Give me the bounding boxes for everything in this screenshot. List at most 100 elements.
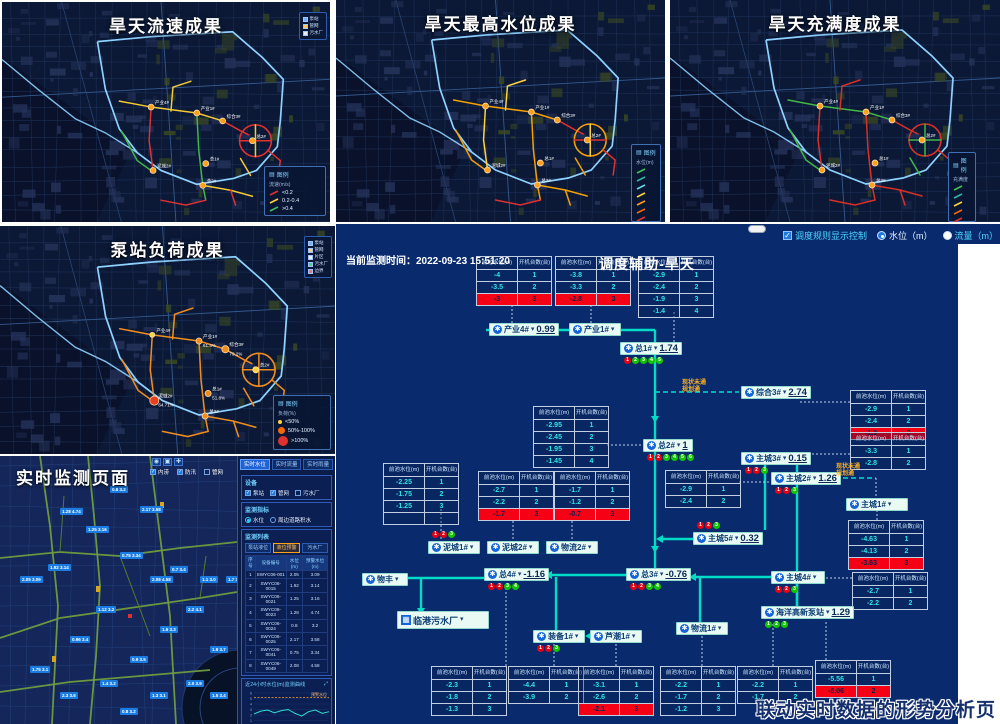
layer-toggle[interactable]: 污水厂 <box>307 261 328 267</box>
radio-flow[interactable]: 流量（m） <box>942 229 998 242</box>
map-station-marker[interactable]: 泥城2# <box>149 163 171 174</box>
tab-实时雨量[interactable]: 实时雨量 <box>303 459 334 470</box>
map-station-marker[interactable]: 泥城2# 64.71% <box>149 392 174 408</box>
pump-node-总3#[interactable]: ✱ 总3# ▾ -0.76 <box>626 568 692 581</box>
map-station-marker[interactable]: 产业1# <box>528 104 550 116</box>
water-level-chip[interactable]: 1.12 3.2 <box>96 606 117 613</box>
pump-node-产业1#[interactable]: ✱ 产业1# ▾ <box>569 323 621 336</box>
checkbox-icon[interactable]: ✓ <box>150 469 156 475</box>
map-station-marker[interactable]: 总1# <box>871 155 889 167</box>
pump-node-主城2#[interactable]: ✱ 主城2# ▾ 1.26 <box>771 472 841 485</box>
pump-node-总4#[interactable]: ✱ 总4# ▾ -1.16 <box>484 568 550 581</box>
table-row[interactable]: 7 SWYC06-0041 0.75 3.34 <box>245 645 328 660</box>
layer-toggle[interactable]: 边界 <box>307 268 329 274</box>
map-station-marker[interactable]: 总1# 51.8% <box>204 385 225 401</box>
radio-selected-icon[interactable] <box>877 231 886 240</box>
water-level-chip[interactable]: 1.25 3.16 <box>86 526 109 533</box>
map-station-marker[interactable]: 总2# <box>918 132 936 144</box>
map-filter-checkbox[interactable]: ✓ 防汛 <box>177 469 197 476</box>
map-station-marker[interactable]: 总3# <box>868 177 886 189</box>
map-station-marker[interactable]: 总1# <box>537 155 554 167</box>
map-station-marker[interactable]: 综合3# <box>219 113 241 125</box>
pump-node-产业4#[interactable]: ✱ 产业4# ▾ 0.99 <box>489 323 559 336</box>
map-filter-checkbox[interactable]: 管网 <box>204 468 223 476</box>
map-station-marker[interactable]: 总3# <box>199 177 217 189</box>
map-station-marker[interactable]: 总3# <box>534 177 551 189</box>
map-station-marker[interactable]: 产业4# <box>149 327 171 338</box>
layer-toggle[interactable]: 泵站 <box>302 16 324 22</box>
map-station-marker[interactable]: 综合3# <box>553 112 576 124</box>
load-layers-legend[interactable]: 泵站 管网 片区 污水厂 边界 <box>303 236 332 278</box>
layer-toggle[interactable]: 污水厂 <box>302 30 323 36</box>
table-row[interactable]: 2 SWYC06-0015 1.92 3.14 <box>245 578 328 593</box>
checkbox-icon[interactable]: ✓ <box>245 490 251 496</box>
pump-node-物流1#[interactable]: ✱ 物流1# ▾ <box>676 622 728 635</box>
map-station-marker[interactable]: 总1# <box>202 156 220 167</box>
measure-icon[interactable]: ✚ <box>174 458 183 466</box>
radio-icon[interactable] <box>270 517 277 523</box>
map-station-marker[interactable]: 泥城2# <box>484 162 506 174</box>
water-level-chip[interactable]: 1.28 4.74 <box>60 508 83 515</box>
water-level-chip[interactable]: 0.8 3.2 <box>120 708 138 715</box>
radio-water-level[interactable]: 水位（m） <box>877 229 933 242</box>
water-level-chip[interactable]: 2.08 4.58 <box>150 576 173 583</box>
plant-node[interactable]: ▦ 临港污水厂 ▾ <box>397 611 489 629</box>
radio-icon[interactable] <box>245 517 251 523</box>
water-level-chip[interactable]: 1.4 3.2 <box>100 680 118 687</box>
water-level-chip[interactable]: 1.5 3.4 <box>210 692 228 699</box>
pump-node-物流2#[interactable]: ✱ 物流2# ▾ <box>546 541 598 554</box>
pump-node-综合3#[interactable]: ✱ 综合3# ▾ 2.74 <box>741 386 811 399</box>
pump-node-芦潮1#[interactable]: ✱ 芦潮1# ▾ <box>590 630 642 643</box>
water-level-chip[interactable]: 0.96 3.4 <box>70 636 91 643</box>
pump-node-物丰[interactable]: ✱ 物丰 ▾ <box>362 573 408 586</box>
map-station-marker[interactable]: 总3# <box>201 408 219 420</box>
layer-toggle[interactable]: 片区 <box>307 254 329 260</box>
list-filter-button[interactable]: 泵站液位 <box>245 543 272 553</box>
pump-node-主城4#[interactable]: ✱ 主城4# ▾ <box>771 571 825 584</box>
map-station-marker[interactable]: 产业4# <box>147 99 169 111</box>
radio-unselected-icon[interactable] <box>942 231 952 240</box>
tab-实时流量[interactable]: 实时流量 <box>271 459 302 470</box>
water-level-chip[interactable]: 1.1 3.0 <box>200 576 218 583</box>
pump-node-主城3#[interactable]: ✱ 主城3# ▾ 0.15 <box>741 452 811 465</box>
pump-node-总2#[interactable]: ✱ 总2# ▾ 1 <box>643 439 693 452</box>
table-row[interactable]: 6 SWYC06-0025 2.17 3.58 <box>245 631 328 647</box>
checkbox-icon[interactable] <box>295 490 302 496</box>
water-level-chip[interactable]: 0.7 3.4 <box>170 566 188 573</box>
water-level-chip[interactable]: 2.3 3.6 <box>60 692 78 699</box>
water-level-chip[interactable]: 1.75 3.1 <box>30 666 51 673</box>
map-station-marker[interactable]: 综合3# <box>888 112 911 124</box>
water-level-chip[interactable]: 1.7 3.6 <box>226 576 244 583</box>
checkbox-icon[interactable]: ✓ <box>177 469 184 475</box>
pump-node-主城1#[interactable]: ✱ 主城1# ▾ <box>846 498 908 511</box>
water-level-chip[interactable]: 0.9 3.5 <box>130 656 148 663</box>
pump-node-海洋高新泵站[interactable]: ✱ 海洋高新泵站 ▾ 1.29 <box>761 606 855 619</box>
pump-node-泥城2#[interactable]: ✱ 泥城2# ▾ <box>487 541 539 554</box>
water-level-chip[interactable]: 1.3 3.1 <box>150 692 168 699</box>
table-row[interactable]: 5 SWYC06-0024 0.8 3.2 <box>245 618 328 633</box>
map-station-marker[interactable]: 综合3# 79.2% <box>221 341 244 356</box>
pump-node-总1#[interactable]: ✱ 总1# ▾ 1.74 <box>620 342 682 355</box>
water-level-chip[interactable]: 2.17 3.58 <box>140 506 163 513</box>
map-station-marker[interactable]: 产业4# <box>482 98 504 110</box>
device-checkbox[interactable]: ✓ 管网 <box>270 490 290 497</box>
device-checkbox[interactable]: 污水厂 <box>295 489 320 497</box>
water-level-chip[interactable]: 0.8 3.2 <box>110 486 128 493</box>
table-row[interactable]: 1 SWYC06-001 2.05 3.09 <box>245 569 328 580</box>
table-row[interactable]: 4 SWYC06-0023 1.28 4.74 <box>245 605 328 620</box>
water-level-chip[interactable]: 2.2 4.1 <box>186 606 204 613</box>
list-filter-button[interactable]: 污水厂 <box>301 543 328 553</box>
layer-toggle[interactable]: 管网 <box>307 247 329 253</box>
device-checkbox[interactable]: ✓ 泵站 <box>245 490 265 497</box>
list-filter-button[interactable]: 液位预警 <box>273 543 300 553</box>
expand-icon[interactable]: ⤢ <box>323 681 328 687</box>
water-level-chip[interactable]: 2.05 3.09 <box>20 576 43 583</box>
map-station-marker[interactable]: 产业4# <box>816 98 839 110</box>
indicator-radio[interactable]: 水位 <box>245 516 264 524</box>
checkbox-icon[interactable] <box>204 469 211 475</box>
map-station-marker[interactable]: 总2# <box>252 362 270 374</box>
layers-icon[interactable]: ▣ <box>163 458 172 466</box>
water-level-chip[interactable]: 1.92 3.14 <box>48 564 71 571</box>
map-station-marker[interactable]: 产业1# <box>862 104 885 116</box>
water-level-chip[interactable]: 0.75 3.34 <box>120 552 143 559</box>
